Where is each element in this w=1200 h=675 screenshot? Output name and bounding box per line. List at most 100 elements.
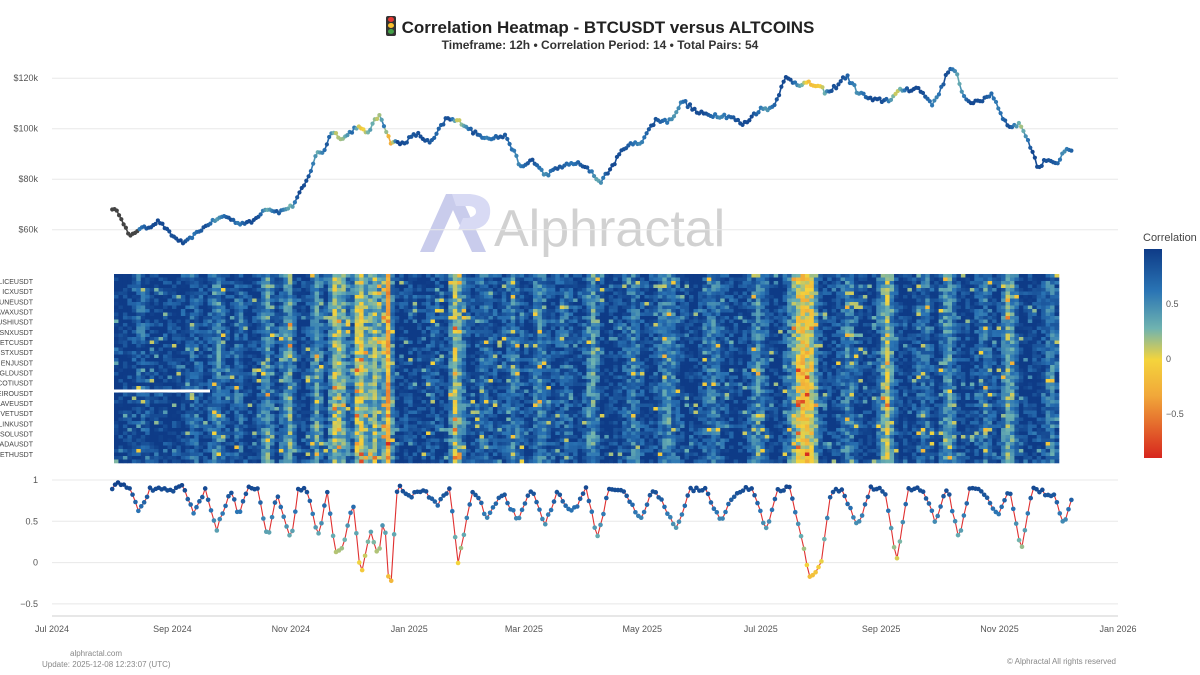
heatmap-cell [122, 361, 128, 366]
heatmap-cell [158, 456, 164, 460]
heatmap-cell [252, 354, 257, 359]
heatmap-cell [292, 302, 298, 306]
heatmap-cell [131, 445, 137, 450]
heatmap-cell [171, 382, 177, 387]
heatmap-cell [421, 365, 427, 369]
heatmap-cell [292, 389, 298, 394]
heatmap-cell [354, 354, 360, 359]
heatmap-cell [323, 309, 329, 313]
heatmap-cell [363, 361, 369, 366]
heatmap-cell [381, 431, 387, 436]
heatmap-cell [265, 319, 271, 324]
heatmap-cell [114, 431, 119, 436]
heatmap-cell [332, 312, 338, 317]
heatmap-cell [198, 393, 204, 397]
heatmap-cell [403, 379, 409, 383]
heatmap-cell [207, 295, 213, 299]
heatmap-cell [270, 379, 275, 383]
heatmap-cell [278, 302, 284, 306]
heatmap-cell [180, 330, 186, 334]
heatmap-cell [426, 309, 431, 313]
heatmap-cell [270, 375, 275, 380]
heatmap-cell [323, 410, 329, 415]
heatmap-cell [140, 438, 146, 443]
heatmap-cell [314, 361, 320, 366]
heatmap-cell [203, 319, 208, 324]
heatmap-cell [216, 337, 222, 341]
heatmap-cell [283, 379, 289, 383]
heatmap-cell [372, 274, 378, 278]
heatmap-cell [390, 274, 396, 278]
heatmap-cell [412, 379, 418, 383]
heatmap-cell [252, 445, 257, 450]
heatmap-cell [448, 389, 454, 394]
heatmap-cell [421, 330, 427, 334]
heatmap-cell [421, 358, 427, 362]
heatmap-cell [131, 302, 137, 306]
heatmap-cell [439, 396, 445, 401]
heatmap-cell [149, 452, 155, 457]
price-point [381, 124, 387, 129]
heatmap-cell [426, 323, 431, 327]
heatmap-cell [350, 456, 356, 460]
heatmap-cell [408, 277, 413, 282]
heatmap-cell [385, 277, 391, 282]
heatmap-cell [127, 316, 133, 320]
heatmap-cell [350, 410, 356, 415]
heatmap-cell [301, 407, 306, 411]
heatmap-cell [327, 407, 333, 411]
heatmap-cell [301, 435, 306, 439]
heatmap-cell [149, 428, 155, 432]
heatmap-cell [140, 424, 146, 429]
heatmap-cell [301, 288, 306, 292]
price-point [838, 79, 843, 84]
heatmap-cell [430, 337, 436, 341]
heatmap-cell [377, 291, 382, 296]
heatmap-cell [234, 456, 240, 460]
heatmap-cell [421, 316, 427, 320]
heatmap-cell [292, 442, 298, 446]
heatmap-cell [256, 438, 262, 443]
heatmap-cell [332, 407, 338, 411]
heatmap-cell [180, 435, 186, 439]
heatmap-cell [452, 375, 458, 380]
heatmap-cell [176, 435, 182, 439]
heatmap-cell [345, 428, 351, 432]
heatmap-cell [225, 414, 231, 418]
heatmap-cell [252, 319, 257, 324]
heatmap-cell [265, 452, 271, 457]
heatmap-cell [394, 400, 400, 404]
heatmap-cell [394, 452, 400, 457]
heatmap-cell [198, 340, 204, 345]
heatmap-cell [323, 382, 329, 387]
heatmap-cell [180, 344, 186, 348]
heatmap-cell [265, 302, 271, 306]
heatmap-cell [426, 277, 431, 282]
heatmap-cell [167, 358, 173, 362]
heatmap-cell [399, 312, 405, 317]
heatmap-cell [194, 452, 199, 457]
heatmap-cell [198, 333, 204, 338]
price-point [368, 127, 373, 132]
price-point [416, 130, 421, 136]
heatmap-cell [399, 435, 405, 439]
heatmap-cell [319, 340, 324, 345]
heatmap-cell [243, 344, 249, 348]
heatmap-cell [140, 319, 146, 324]
heatmap-cell [368, 361, 373, 366]
heatmap-cell [180, 319, 186, 324]
heatmap-cell [305, 393, 311, 397]
heatmap-cell [408, 340, 413, 345]
price-point [820, 85, 825, 90]
heatmap-cell [426, 452, 431, 457]
heatmap-cell [194, 400, 199, 404]
heatmap-cell [336, 344, 342, 348]
heatmap-cell [327, 277, 333, 282]
heatmap-cell [408, 333, 413, 338]
heatmap-cell [149, 379, 155, 383]
heatmap-cell [140, 281, 146, 285]
heatmap-cell [310, 302, 315, 306]
price-point [231, 217, 236, 222]
heatmap-cell [327, 351, 333, 355]
heatmap-cell [301, 452, 306, 457]
